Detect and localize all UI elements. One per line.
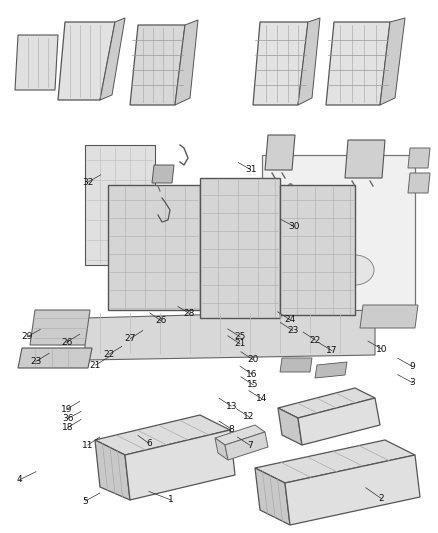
Ellipse shape — [311, 205, 349, 235]
Polygon shape — [315, 362, 347, 378]
Polygon shape — [278, 388, 375, 418]
Text: 31: 31 — [245, 165, 256, 174]
Polygon shape — [85, 145, 155, 265]
Text: 24: 24 — [284, 316, 296, 324]
Text: 21: 21 — [234, 340, 246, 348]
Text: 36: 36 — [62, 414, 74, 423]
Polygon shape — [95, 415, 230, 455]
Polygon shape — [225, 432, 268, 460]
Polygon shape — [408, 148, 430, 168]
Polygon shape — [175, 20, 198, 105]
Text: 12: 12 — [243, 413, 254, 421]
Text: 1: 1 — [168, 496, 174, 504]
Text: 30: 30 — [289, 222, 300, 231]
Polygon shape — [130, 25, 185, 105]
Text: 29: 29 — [21, 333, 33, 341]
Text: 9: 9 — [410, 362, 416, 371]
Polygon shape — [15, 35, 58, 90]
Polygon shape — [200, 178, 280, 318]
Polygon shape — [95, 440, 130, 500]
Polygon shape — [298, 18, 320, 105]
Text: 23: 23 — [287, 326, 298, 335]
Polygon shape — [18, 348, 92, 368]
Polygon shape — [58, 22, 115, 100]
Text: 6: 6 — [146, 439, 152, 448]
Text: 2: 2 — [378, 494, 384, 503]
Polygon shape — [408, 173, 430, 193]
Polygon shape — [152, 165, 174, 183]
Polygon shape — [215, 425, 265, 445]
Text: 20: 20 — [247, 356, 259, 364]
Text: 14: 14 — [256, 394, 268, 403]
Text: 13: 13 — [226, 402, 237, 410]
Polygon shape — [265, 135, 295, 170]
Text: 5: 5 — [82, 497, 88, 505]
Text: 7: 7 — [247, 441, 253, 449]
Text: 32: 32 — [82, 178, 93, 187]
Text: 19: 19 — [61, 405, 72, 414]
Polygon shape — [326, 22, 390, 105]
Ellipse shape — [336, 255, 374, 285]
Text: 3: 3 — [410, 378, 416, 387]
Text: 17: 17 — [326, 346, 338, 355]
Text: 18: 18 — [62, 423, 74, 432]
Polygon shape — [280, 358, 312, 372]
Polygon shape — [253, 22, 308, 105]
Text: 22: 22 — [310, 336, 321, 344]
Polygon shape — [298, 398, 380, 445]
Text: 23: 23 — [30, 357, 42, 366]
Text: 25: 25 — [234, 333, 246, 341]
Text: 10: 10 — [376, 345, 388, 353]
Text: 27: 27 — [125, 334, 136, 343]
Polygon shape — [278, 408, 302, 445]
Text: 15: 15 — [247, 381, 259, 389]
Text: 16: 16 — [246, 370, 258, 378]
Polygon shape — [280, 185, 355, 315]
Polygon shape — [345, 140, 385, 178]
Polygon shape — [30, 310, 90, 345]
Polygon shape — [100, 18, 125, 100]
Text: 11: 11 — [82, 441, 93, 449]
Text: 26: 26 — [155, 317, 167, 325]
Text: 21: 21 — [90, 361, 101, 369]
Polygon shape — [380, 18, 405, 105]
Polygon shape — [262, 155, 415, 320]
Polygon shape — [108, 185, 200, 310]
Text: 26: 26 — [61, 338, 72, 346]
Polygon shape — [360, 305, 418, 328]
Text: 28: 28 — [184, 309, 195, 318]
Polygon shape — [255, 468, 290, 525]
Polygon shape — [125, 430, 235, 500]
Polygon shape — [85, 310, 375, 360]
Text: 22: 22 — [103, 350, 114, 359]
Text: 4: 4 — [17, 475, 22, 484]
Polygon shape — [285, 455, 420, 525]
Text: 8: 8 — [228, 425, 234, 433]
Polygon shape — [255, 440, 415, 483]
Polygon shape — [215, 438, 228, 460]
